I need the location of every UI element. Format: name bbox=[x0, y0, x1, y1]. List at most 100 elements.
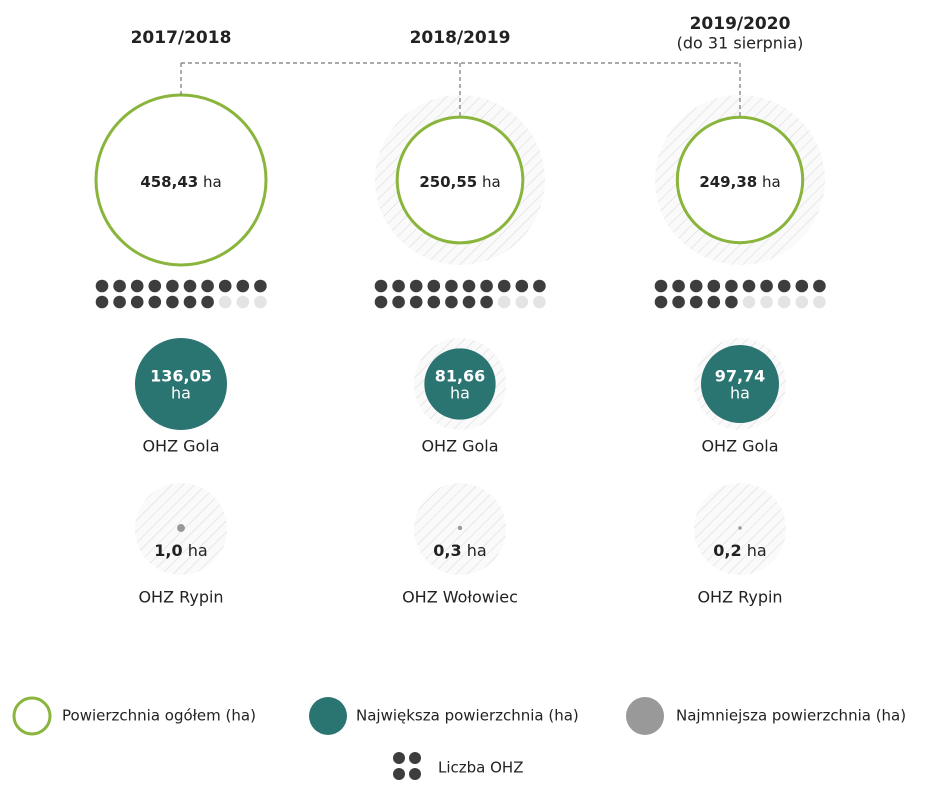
ohz-dot-empty bbox=[777, 295, 791, 309]
ohz-dot-empty bbox=[813, 295, 826, 309]
ohz-dot bbox=[130, 279, 144, 293]
largest-circle bbox=[424, 348, 496, 420]
ohz-dot bbox=[672, 279, 685, 293]
ohz-dot bbox=[148, 279, 162, 293]
smallest-circle bbox=[457, 525, 463, 531]
ohz-dot bbox=[725, 279, 738, 293]
smallest-label: 0,2 ha bbox=[713, 541, 766, 560]
largest-value: 81,66 bbox=[435, 367, 486, 386]
ohz-dot bbox=[409, 295, 423, 309]
ohz-dot bbox=[130, 295, 144, 309]
largest-name: OHZ Gola bbox=[142, 437, 219, 456]
ohz-dot bbox=[654, 279, 668, 293]
legend-count: Liczba OHZ bbox=[438, 759, 524, 777]
ohz-dot bbox=[515, 279, 529, 293]
ohz-dot-empty bbox=[218, 295, 232, 309]
largest-value: 136,05 bbox=[150, 367, 212, 386]
ohz-dot-empty bbox=[515, 295, 529, 309]
legend-count-swatch bbox=[393, 752, 421, 780]
total-label: 458,43 ha bbox=[140, 173, 221, 191]
total-circle bbox=[675, 115, 805, 245]
total-unit: ha bbox=[762, 173, 781, 191]
ohz-dot bbox=[183, 295, 197, 309]
ohz-dot bbox=[95, 295, 109, 309]
ohz-dot bbox=[480, 279, 493, 293]
ohz-dot bbox=[148, 295, 162, 309]
year: 2017/2018 bbox=[131, 28, 232, 48]
ohz-dot bbox=[533, 279, 546, 293]
ohz-dot bbox=[392, 295, 405, 309]
ohz-dot bbox=[689, 279, 703, 293]
ohz-dot bbox=[236, 279, 250, 293]
total-value: 458,43 bbox=[140, 173, 198, 191]
smallest-unit: ha bbox=[747, 541, 767, 560]
ohz-dot bbox=[672, 295, 685, 309]
total-label: 249,38 ha bbox=[699, 173, 780, 191]
ohz-dot bbox=[166, 295, 179, 309]
largest-name: OHZ Gola bbox=[421, 437, 498, 456]
ohz-dot-empty bbox=[254, 295, 267, 309]
ohz-dot bbox=[166, 279, 179, 293]
legend-largest: Największa powierzchnia (ha) bbox=[356, 707, 579, 725]
ohz-dot-empty bbox=[236, 295, 250, 309]
ohz-dot bbox=[760, 279, 773, 293]
smallest-name: OHZ Rypin bbox=[697, 588, 782, 607]
smallest-value: 1,0 bbox=[154, 541, 182, 560]
ohz-dot-empty bbox=[742, 295, 756, 309]
ohz-dot-empty bbox=[795, 295, 809, 309]
ohz-dot bbox=[201, 295, 214, 309]
ohz-dot bbox=[742, 279, 756, 293]
largest-circle bbox=[135, 338, 227, 430]
ohz-dot bbox=[689, 295, 703, 309]
ohz-dot bbox=[218, 279, 232, 293]
ohz-dot bbox=[445, 279, 458, 293]
ohz-dot bbox=[374, 279, 388, 293]
ohz-dot bbox=[445, 295, 458, 309]
ohz-dot bbox=[497, 279, 511, 293]
ohz-dot bbox=[374, 295, 388, 309]
ohz-dot bbox=[725, 295, 738, 309]
ohz-dot bbox=[707, 295, 721, 309]
year: 2018/2019 bbox=[410, 28, 511, 48]
largest-unit: ha bbox=[171, 384, 191, 403]
legend-total-swatch bbox=[12, 696, 52, 736]
smallest-circle bbox=[738, 526, 742, 530]
smallest-value: 0,3 bbox=[433, 541, 461, 560]
ohz-dot bbox=[462, 279, 476, 293]
year-subtitle: (do 31 sierpnia) bbox=[677, 34, 804, 53]
ohz-dot bbox=[183, 279, 197, 293]
smallest-value: 0,2 bbox=[713, 541, 741, 560]
legend-smallest-swatch bbox=[626, 697, 664, 735]
legend-smallest: Najmniejsza powierzchnia (ha) bbox=[676, 707, 906, 725]
largest-name: OHZ Gola bbox=[701, 437, 778, 456]
ohz-dot bbox=[113, 279, 126, 293]
ohz-dot bbox=[427, 295, 441, 309]
smallest-label: 1,0 ha bbox=[154, 541, 207, 560]
ohz-dot bbox=[113, 295, 126, 309]
total-value: 249,38 bbox=[699, 173, 757, 191]
total-unit: ha bbox=[203, 173, 222, 191]
year: 2019/2020 bbox=[690, 14, 791, 34]
smallest-name: OHZ Rypin bbox=[138, 588, 223, 607]
ohz-dot bbox=[777, 279, 791, 293]
ohz-dot-empty bbox=[497, 295, 511, 309]
smallest-circle bbox=[177, 524, 185, 532]
ohz-dot bbox=[795, 279, 809, 293]
total-value: 250,55 bbox=[419, 173, 477, 191]
ohz-dot bbox=[654, 295, 668, 309]
ohz-dot bbox=[392, 279, 405, 293]
ohz-dot bbox=[480, 295, 493, 309]
smallest-unit: ha bbox=[467, 541, 487, 560]
ohz-dot-empty bbox=[533, 295, 546, 309]
ohz-dot bbox=[707, 279, 721, 293]
smallest-label: 0,3 ha bbox=[433, 541, 486, 560]
smallest-unit: ha bbox=[188, 541, 208, 560]
legend-total: Powierzchnia ogółem (ha) bbox=[62, 707, 256, 725]
ohz-dot bbox=[254, 279, 267, 293]
largest-circle bbox=[701, 345, 779, 423]
total-circle bbox=[395, 115, 525, 245]
ohz-dot bbox=[427, 279, 441, 293]
ohz-dot bbox=[813, 279, 826, 293]
total-label: 250,55 ha bbox=[419, 173, 500, 191]
